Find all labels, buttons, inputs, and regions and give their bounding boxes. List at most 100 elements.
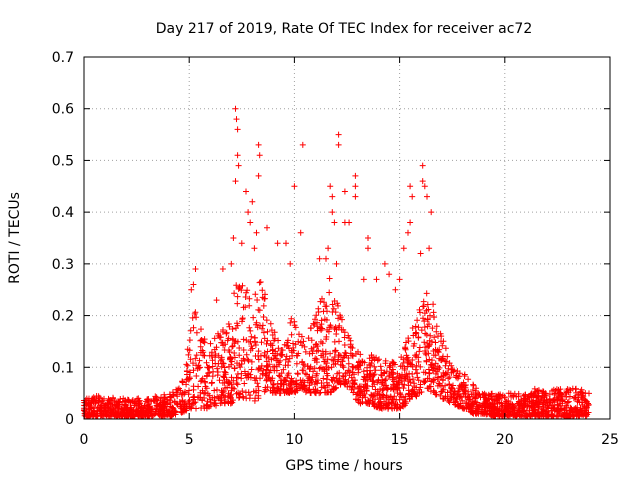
data-point: [394, 390, 401, 396]
data-point: [246, 338, 252, 345]
data-point: [494, 405, 501, 412]
x-tick-label: 5: [185, 432, 194, 448]
data-point: [104, 400, 111, 407]
data-point: [242, 389, 249, 396]
data-point: [259, 325, 266, 332]
data-point: [211, 394, 218, 401]
data-point: [318, 384, 325, 391]
data-point: [509, 401, 516, 408]
data-point: [510, 404, 517, 411]
data-point: [370, 372, 377, 379]
data-point: [423, 331, 430, 338]
data-point: [246, 302, 253, 309]
data-point: [211, 387, 218, 394]
data-point: [510, 393, 517, 400]
data-point: [245, 374, 252, 381]
data-point: [424, 301, 431, 308]
data-point: [542, 390, 549, 397]
data-point: [564, 399, 571, 406]
data-point: [331, 338, 338, 345]
data-point: [406, 395, 413, 402]
data-point: [336, 322, 343, 329]
y-tick-label: 0: [65, 412, 74, 428]
data-point: [544, 402, 551, 409]
data-point: [545, 412, 552, 419]
data-point: [443, 358, 450, 365]
data-point: [308, 337, 315, 344]
data-point: [437, 357, 444, 363]
data-point: [432, 339, 439, 346]
data-point: [583, 398, 590, 405]
data-point: [134, 409, 141, 416]
data-point: [330, 305, 337, 312]
data-point: [318, 321, 325, 328]
data-point: [293, 360, 300, 367]
data-point: [232, 105, 239, 112]
data-point: [214, 386, 220, 393]
data-point: [264, 376, 270, 382]
data-point: [225, 378, 231, 385]
data-point: [202, 389, 209, 396]
data-point: [209, 357, 216, 364]
data-point: [335, 131, 342, 138]
data-point: [516, 411, 523, 418]
data-point: [115, 405, 122, 412]
data-point: [431, 365, 438, 372]
data-point: [325, 365, 332, 371]
data-point: [111, 409, 118, 416]
data-point: [402, 375, 409, 382]
data-point: [313, 341, 320, 348]
data-point: [321, 366, 328, 373]
data-point: [152, 393, 159, 400]
data-point: [359, 398, 366, 405]
data-point: [344, 383, 351, 390]
data-point: [240, 347, 247, 353]
data-point: [313, 312, 320, 319]
data-point: [170, 411, 177, 417]
data-point: [370, 354, 377, 361]
data-point: [239, 316, 246, 323]
data-point: [426, 370, 433, 376]
data-point: [189, 314, 196, 321]
data-point: [266, 369, 273, 376]
data-point: [393, 375, 400, 382]
y-tick-label: 0.3: [52, 257, 74, 273]
data-point: [321, 316, 328, 323]
data-point: [147, 410, 154, 417]
data-point: [184, 346, 191, 353]
data-point: [400, 403, 407, 410]
data-point: [558, 393, 565, 400]
data-point: [492, 392, 499, 399]
data-point: [216, 395, 223, 402]
data-point: [301, 382, 308, 389]
data-point: [330, 386, 337, 393]
data-point: [128, 407, 134, 414]
data-point: [438, 333, 445, 340]
data-point: [270, 381, 277, 387]
data-point: [317, 364, 324, 371]
data-point: [268, 356, 275, 363]
data-point: [174, 389, 180, 396]
data-point: [536, 399, 543, 406]
data-point: [442, 370, 449, 377]
data-point: [256, 152, 263, 159]
data-point: [84, 412, 91, 419]
data-point: [85, 401, 92, 407]
data-point: [531, 406, 538, 413]
data-point: [255, 141, 262, 148]
data-point: [421, 324, 428, 331]
data-point: [416, 344, 423, 351]
data-point: [196, 357, 203, 364]
data-point: [275, 337, 282, 344]
data-point: [247, 327, 254, 334]
data-point: [192, 355, 199, 362]
data-point: [532, 389, 539, 396]
data-point: [431, 334, 438, 341]
data-point: [319, 295, 325, 302]
data-point: [563, 388, 570, 394]
data-point: [243, 188, 249, 195]
data-point: [409, 325, 416, 331]
data-point: [95, 393, 102, 400]
data-point: [424, 385, 431, 392]
data-point: [292, 324, 299, 331]
